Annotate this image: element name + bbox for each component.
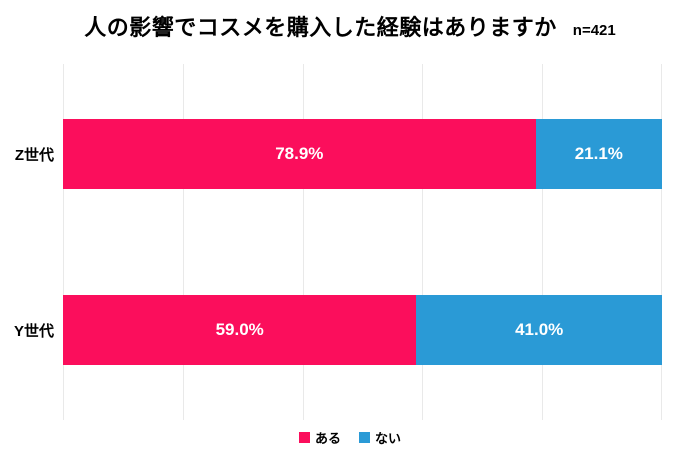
sample-size-label: n=421	[572, 22, 616, 39]
gridline	[661, 64, 662, 420]
gridline	[182, 64, 184, 420]
legend-swatch-aru-icon	[298, 432, 310, 443]
gridline	[302, 64, 304, 420]
category-label-y: Y世代	[13, 322, 54, 340]
legend-item-aru: ある	[298, 428, 341, 447]
gridline	[422, 64, 424, 420]
value-label-z-aru: 78.9%	[275, 144, 324, 163]
gridline	[63, 64, 64, 420]
legend-label-aru: ある	[314, 431, 341, 446]
bar-segment-y-aru: 59.0%	[63, 295, 417, 365]
title-row: 人の影響でコスメを購入した経験はありますか n=421	[0, 10, 700, 42]
legend-item-nai: ない	[359, 428, 401, 447]
legend-label-nai: ない	[375, 431, 402, 446]
gridline	[542, 64, 544, 420]
bar-segment-y-nai: 41.0%	[416, 295, 662, 365]
value-label-y-aru: 59.0%	[215, 320, 264, 339]
bar-row-z: Z世代 78.9% 21.1%	[15, 119, 662, 189]
legend-swatch-nai-icon	[359, 432, 370, 443]
bar-segment-z-aru: 78.9%	[63, 119, 536, 189]
plot-area: Z世代 78.9% 21.1% Y世代 59.0% 41.0%	[14, 64, 662, 420]
value-label-y-nai: 41.0%	[515, 320, 564, 339]
bar-row-y: Y世代 59.0% 41.0%	[14, 295, 662, 365]
legend: ある ない	[0, 428, 700, 447]
category-label-z: Z世代	[14, 146, 54, 164]
bar-segment-z-nai: 21.1%	[535, 119, 662, 189]
chart-title: 人の影響でコスメを購入した経験はありますか	[84, 15, 557, 40]
value-label-z-nai: 21.1%	[574, 144, 623, 163]
